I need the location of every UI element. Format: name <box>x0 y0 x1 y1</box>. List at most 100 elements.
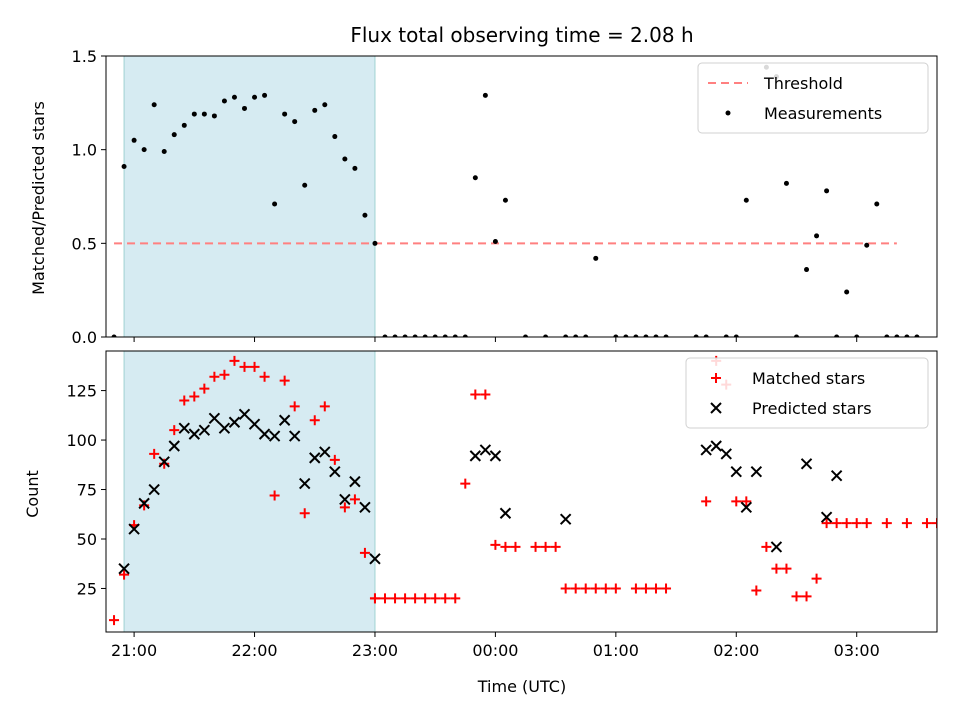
data-point <box>499 507 512 519</box>
data-point <box>730 466 742 478</box>
data-point <box>663 334 669 337</box>
data-point <box>228 416 241 428</box>
data-point <box>412 334 418 337</box>
data-point <box>239 361 250 372</box>
data-point <box>279 375 290 386</box>
data-point <box>309 452 321 464</box>
data-point <box>380 593 391 604</box>
data-point <box>482 92 488 98</box>
data-point <box>149 448 160 459</box>
y-axis-label-top: Matched/Predicted stars <box>29 101 48 295</box>
y-axis-label-bottom: Count <box>23 470 42 518</box>
y-tick-label: 125 <box>66 382 97 401</box>
data-point <box>633 334 639 337</box>
data-point <box>580 583 591 594</box>
legend-box <box>685 357 929 429</box>
data-point <box>844 289 850 295</box>
legend-marker <box>710 402 722 414</box>
x-tick-label: 02:00 <box>713 641 759 660</box>
legend-label: Measurements <box>764 104 882 123</box>
x-tick-label: 00:00 <box>472 641 518 660</box>
data-point <box>242 105 247 111</box>
data-point <box>178 422 190 434</box>
data-point <box>319 446 331 458</box>
data-point <box>422 334 428 337</box>
data-point <box>543 334 549 337</box>
data-point <box>420 593 431 604</box>
data-point <box>570 583 581 594</box>
data-point <box>118 562 130 575</box>
data-point <box>282 111 288 117</box>
x-axis-label: Time (UTC) <box>477 677 566 696</box>
y-tick-label: 50 <box>77 530 97 549</box>
data-point <box>750 466 763 478</box>
data-point <box>720 448 732 460</box>
data-point <box>269 490 280 501</box>
data-point <box>151 102 157 108</box>
data-point <box>390 593 401 604</box>
chart-title: Flux total observing time = 2.08 h <box>350 23 693 47</box>
data-point <box>771 563 782 574</box>
data-point <box>262 92 268 98</box>
data-point <box>731 496 742 507</box>
data-point <box>743 197 749 203</box>
data-point <box>901 518 912 529</box>
data-point <box>372 240 378 246</box>
data-point <box>248 418 261 430</box>
data-point <box>800 458 813 470</box>
data-point <box>841 518 852 529</box>
data-point <box>199 383 210 394</box>
data-point <box>410 593 421 604</box>
data-point <box>834 334 840 337</box>
data-point <box>894 334 900 337</box>
data-point <box>189 391 200 402</box>
x-tick-label: 21:00 <box>111 641 157 660</box>
data-point <box>292 119 298 125</box>
data-point <box>369 553 381 565</box>
data-point <box>169 425 180 436</box>
data-point <box>138 497 150 510</box>
data-point <box>221 98 227 104</box>
data-point <box>904 334 910 337</box>
y-tick-label: 25 <box>77 579 97 598</box>
data-point <box>272 201 278 207</box>
data-point <box>111 334 117 337</box>
data-point <box>710 440 722 452</box>
observing-window-span <box>123 351 376 632</box>
plot-area <box>111 56 920 337</box>
data-point <box>119 569 130 580</box>
legend-label: Matched stars <box>752 369 865 388</box>
data-point <box>831 518 842 529</box>
data-point <box>502 197 508 203</box>
data-point <box>289 401 300 412</box>
data-point <box>490 539 501 550</box>
data-point <box>268 430 281 442</box>
data-point <box>733 334 739 337</box>
data-point <box>432 334 438 337</box>
data-point <box>349 494 360 505</box>
data-point <box>479 444 492 456</box>
data-point <box>231 94 237 100</box>
data-point <box>442 334 448 337</box>
data-point <box>820 511 833 523</box>
top-panel: 0.0 0.5 1.0 1.5 Threshold Measurements <box>72 47 938 347</box>
data-point <box>821 518 832 529</box>
data-point <box>469 450 482 462</box>
data-point <box>523 334 529 337</box>
data-point <box>824 188 830 194</box>
data-point <box>563 334 569 337</box>
data-point <box>392 334 398 337</box>
data-point <box>278 414 291 426</box>
data-point <box>921 518 932 529</box>
data-point <box>700 444 712 456</box>
axes-frame <box>105 350 938 633</box>
data-point <box>851 518 862 529</box>
data-point <box>121 164 127 170</box>
data-point <box>740 501 753 514</box>
data-point <box>540 541 551 552</box>
data-point <box>650 583 661 594</box>
data-point <box>329 454 340 465</box>
data-point <box>489 450 502 462</box>
data-point <box>158 456 170 468</box>
y-tick-label: 100 <box>66 431 97 450</box>
